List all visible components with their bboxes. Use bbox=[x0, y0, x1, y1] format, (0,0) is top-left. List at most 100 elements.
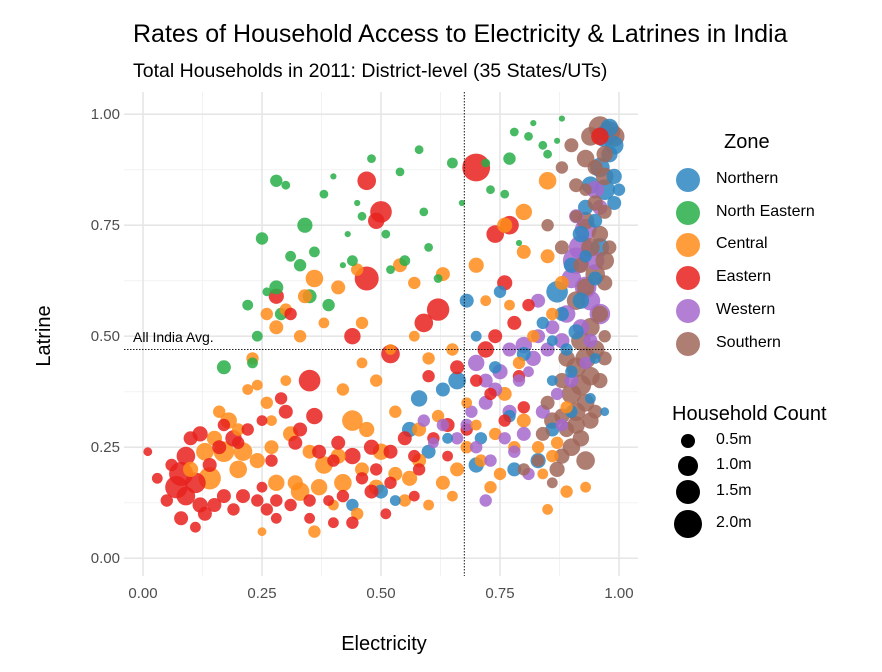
point-southern bbox=[555, 161, 569, 174]
point-northern bbox=[589, 353, 601, 364]
point-north-eastern bbox=[297, 217, 313, 233]
point-southern bbox=[591, 305, 609, 323]
point-central bbox=[468, 257, 484, 273]
point-north-eastern bbox=[458, 199, 465, 207]
point-eastern bbox=[151, 472, 163, 484]
point-eastern bbox=[344, 328, 361, 345]
point-north-eastern bbox=[293, 259, 307, 272]
legend-swatch-north-eastern bbox=[676, 200, 700, 225]
point-southern bbox=[598, 330, 611, 343]
point-eastern bbox=[274, 392, 288, 405]
point-southern bbox=[597, 351, 612, 366]
point-central bbox=[232, 423, 245, 436]
legend-swatch-northern bbox=[676, 168, 700, 192]
point-central bbox=[351, 263, 364, 276]
point-central bbox=[310, 479, 328, 496]
point-western bbox=[484, 454, 497, 467]
point-eastern bbox=[312, 444, 327, 459]
point-southern bbox=[587, 195, 603, 211]
legend-swatch-central bbox=[676, 233, 700, 258]
point-northern bbox=[489, 361, 502, 374]
point-northern bbox=[554, 307, 569, 321]
point-southern bbox=[576, 451, 595, 470]
point-north-eastern bbox=[216, 360, 231, 375]
point-southern bbox=[540, 395, 555, 410]
point-northern bbox=[606, 168, 622, 184]
point-northern bbox=[389, 495, 401, 506]
chart-title: Rates of Household Access to Electricity… bbox=[133, 20, 788, 48]
point-central bbox=[515, 203, 532, 221]
legend-swatch-eastern bbox=[676, 266, 700, 291]
point-central bbox=[447, 490, 458, 502]
point-central bbox=[537, 468, 549, 480]
point-northern bbox=[568, 324, 584, 340]
point-central bbox=[359, 421, 375, 438]
point-western bbox=[450, 432, 464, 445]
point-north-eastern bbox=[330, 173, 337, 180]
point-western bbox=[583, 333, 598, 348]
point-north-eastern bbox=[367, 154, 376, 164]
point-eastern bbox=[484, 387, 497, 401]
point-eastern bbox=[450, 360, 465, 375]
point-eastern bbox=[278, 404, 293, 419]
point-central bbox=[470, 419, 482, 431]
point-north-eastern bbox=[503, 152, 516, 165]
point-eastern bbox=[368, 212, 385, 229]
point-northern bbox=[546, 335, 558, 347]
point-central bbox=[287, 475, 303, 491]
point-eastern bbox=[304, 512, 315, 524]
point-central bbox=[408, 276, 421, 290]
point-northern bbox=[421, 444, 436, 459]
point-eastern bbox=[202, 458, 217, 472]
point-central bbox=[460, 441, 473, 454]
point-central bbox=[269, 320, 284, 335]
point-central bbox=[242, 384, 254, 395]
point-eastern bbox=[422, 370, 435, 383]
point-eastern bbox=[357, 171, 377, 191]
point-central bbox=[408, 330, 420, 342]
point-eastern bbox=[241, 423, 254, 436]
point-southern bbox=[597, 204, 612, 219]
reference-lines bbox=[124, 92, 638, 576]
point-eastern bbox=[216, 489, 231, 504]
point-western bbox=[479, 494, 492, 507]
legend-label: North Eastern bbox=[716, 202, 815, 220]
point-southern bbox=[595, 251, 614, 270]
point-central bbox=[249, 453, 265, 469]
point-central bbox=[512, 356, 526, 370]
point-eastern bbox=[488, 329, 503, 344]
point-western bbox=[468, 354, 485, 372]
point-north-eastern bbox=[322, 298, 335, 312]
point-central bbox=[260, 307, 273, 321]
point-north-eastern bbox=[309, 246, 320, 258]
point-eastern bbox=[370, 463, 383, 476]
size-legend-label: 1.0m bbox=[716, 456, 752, 473]
point-northern bbox=[536, 316, 549, 330]
point-north-eastern bbox=[558, 115, 566, 122]
size-legend-label: 1.5m bbox=[716, 482, 752, 499]
point-central bbox=[504, 299, 515, 311]
y-tick-label: 0.00 bbox=[91, 550, 120, 567]
x-tick-label: 1.00 bbox=[604, 585, 633, 602]
legend-label: Central bbox=[716, 235, 768, 253]
point-central bbox=[422, 352, 435, 365]
point-eastern bbox=[183, 431, 198, 446]
point-western bbox=[465, 405, 478, 418]
point-western bbox=[498, 432, 511, 445]
point-eastern bbox=[176, 486, 196, 506]
point-north-eastern bbox=[530, 120, 537, 127]
point-north-eastern bbox=[281, 180, 291, 190]
point-north-eastern bbox=[486, 185, 495, 195]
size-legend-label: 0.5m bbox=[716, 431, 752, 448]
point-central bbox=[336, 383, 350, 396]
point-central bbox=[355, 462, 369, 477]
point-eastern bbox=[143, 447, 153, 457]
point-north-eastern bbox=[399, 255, 411, 267]
point-northern bbox=[572, 225, 590, 243]
point-central bbox=[540, 249, 555, 264]
point-eastern bbox=[288, 435, 303, 450]
point-north-eastern bbox=[481, 158, 491, 168]
point-central bbox=[580, 481, 591, 493]
point-southern bbox=[588, 404, 603, 419]
point-eastern bbox=[397, 431, 412, 446]
